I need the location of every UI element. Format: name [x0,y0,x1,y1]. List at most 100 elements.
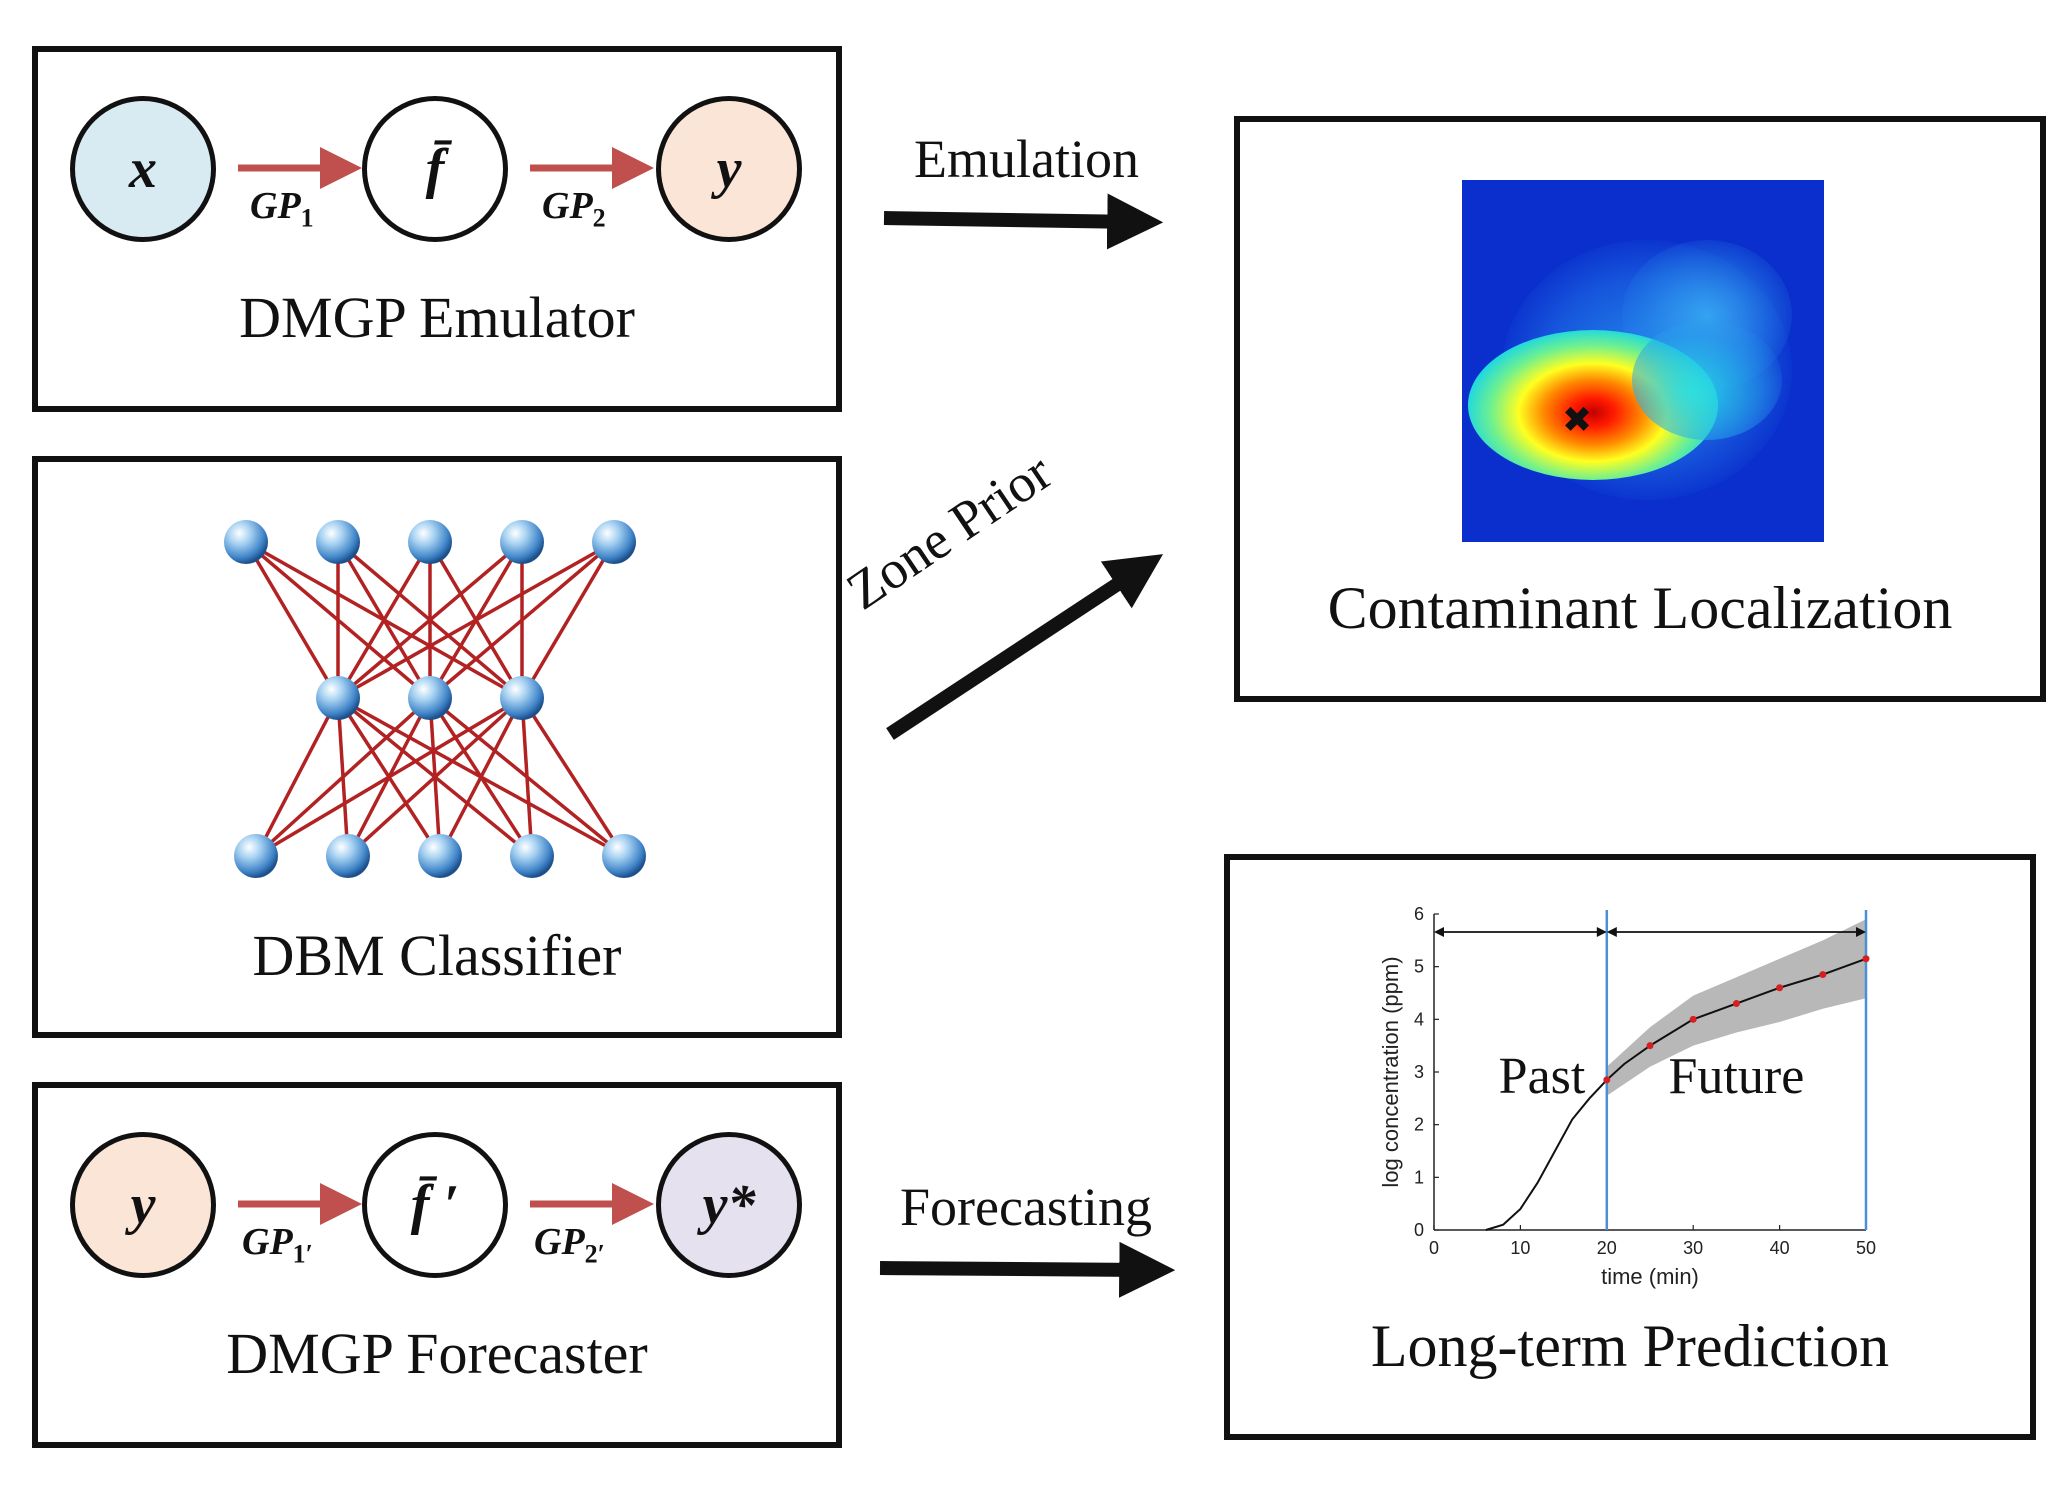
forecast-point [1603,1076,1611,1084]
contaminant-heatmap: ✖ [1462,180,1824,542]
y-axis-label: log concentration (ppm) [1378,956,1403,1187]
past-span-arrow-head-right [1596,927,1607,937]
y-tick-label: 3 [1414,1062,1424,1082]
dbm-units [224,520,646,878]
y-tick-label: 1 [1414,1167,1424,1187]
past-label: Past [1499,1048,1586,1105]
gp1-prime-text: GP [242,1221,293,1263]
localization-panel: ✖ Contaminant Localization [1234,116,2046,702]
source-marker-icon: ✖ [1562,400,1593,441]
x-tick-label: 0 [1429,1238,1439,1258]
dbm-edge [336,541,432,699]
emulator-latent-node: f̄ [362,96,508,242]
forecaster-latent-node-label: f̄ ′ [410,1174,460,1236]
gp1-text: GP [250,185,301,227]
classifier-panel: DBM Classifier [32,456,842,1038]
gp2-text: GP [542,185,593,227]
heatmap-right-arm [1632,320,1782,440]
dbm-edge [336,540,524,700]
dbm-network [224,520,646,878]
forecaster-edges [238,1183,654,1225]
classifier-title: DBM Classifier [252,923,622,988]
x-tick-label: 50 [1856,1238,1876,1258]
dbm-unit [234,834,278,878]
forecast-point [1776,984,1784,992]
dbm-edge [244,541,340,699]
localization-title: Contaminant Localization [1327,575,1953,641]
emulator-output-node-label: y [716,138,742,200]
dbm-edge [520,697,626,857]
dbm-unit [418,834,462,878]
forecaster-input-node-label: y [130,1174,156,1236]
y-tick-label: 5 [1414,957,1424,977]
forecast-point [1862,955,1870,963]
x-axis-label: time (min) [1601,1264,1699,1289]
prediction-panel: 0 10 20 30 40 50 0 1 2 3 4 5 6 time (min) log concentr… [1224,854,2036,1440]
forecasting-arrow [879,1241,1176,1298]
x-tick-label: 30 [1683,1238,1703,1258]
y-tick-label: 6 [1414,904,1424,924]
forecast-point [1732,1000,1740,1008]
dbm-connections [244,540,626,858]
forecaster-output-node: y* [656,1132,802,1278]
dbm-edge [254,696,432,858]
emulator-panel: x f̄ y GP1 GP2 DMGP Emulator [32,46,842,412]
x-tick-label: 10 [1510,1238,1530,1258]
prediction-title: Long-term Prediction [1370,1313,1890,1379]
gp1-prime-sub: 1′ [292,1239,313,1269]
future-label: Future [1669,1048,1805,1105]
emulator-input-node: x [70,96,216,242]
dbm-unit [510,834,554,878]
emulator-output-node: y [656,96,802,242]
dbm-unit [408,520,452,564]
dbm-unit [316,520,360,564]
y-tick-label: 0 [1414,1220,1424,1240]
gp1-sub: 1 [300,203,314,233]
dbm-unit [326,834,370,878]
past-span-arrow-head-left [1434,927,1444,937]
dbm-unit [592,520,636,564]
gp1-prime-label: GP1′ [242,1220,313,1270]
emulator-latent-node-label: f̄ [425,138,445,200]
dbm-edge [438,697,524,857]
dbm-unit [500,676,544,720]
x-tick-label: 40 [1770,1238,1790,1258]
forecast-point [1689,1015,1697,1023]
forecast-point [1646,1042,1654,1050]
gp2-prime-label: GP2′ [534,1220,605,1270]
dbm-unit [316,676,360,720]
dbm-edge [254,697,340,857]
dbm-unit [602,834,646,878]
y-tick-label: 4 [1414,1009,1424,1029]
dbm-unit [408,676,452,720]
dbm-edge [520,541,616,699]
dbm-edge [346,696,524,858]
x-tick-label: 20 [1597,1238,1617,1258]
emulator-input-node-label: x [129,138,157,200]
gp2-prime-text: GP [534,1221,585,1263]
dbm-edge [428,540,616,700]
dbm-edge [520,697,534,857]
emulator-edges [238,147,654,189]
uncertainty-band [1606,919,1866,1096]
forecaster-panel: y f̄ ′ y* GP1′ GP2′ DMGP Forecaster [32,1082,842,1448]
forecasting-label: Forecasting [900,1177,1152,1237]
gp1-label: GP1 [250,184,314,234]
dbm-edge [337,540,615,700]
future-span-arrow-head-left [1606,927,1617,937]
prediction-chart: 0 10 20 30 40 50 0 1 2 3 4 5 6 time (min) log concentr… [1378,904,1876,1289]
forecaster-output-node-label: y* [702,1174,756,1236]
dbm-edge [255,696,523,858]
y-tick-label: 2 [1414,1115,1424,1135]
emulation-label: Emulation [914,129,1139,189]
dbm-unit [224,520,268,564]
forecaster-input-node: y [70,1132,216,1278]
gp2-label: GP2 [542,184,606,234]
forecast-point [1819,971,1827,979]
dbm-unit [500,520,544,564]
emulation-arrow [883,193,1164,250]
gp2-sub: 2 [592,203,606,233]
zone-prior-arrow [886,554,1164,740]
gp2-prime-sub: 2′ [584,1239,605,1269]
